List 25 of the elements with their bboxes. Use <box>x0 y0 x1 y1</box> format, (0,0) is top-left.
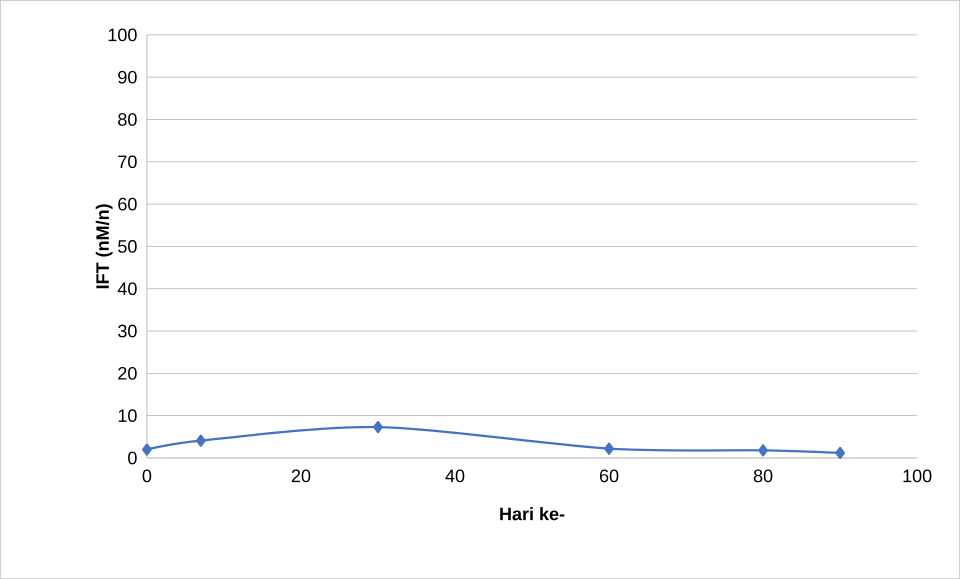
y-tick-label: 40 <box>118 282 137 296</box>
y-tick-label: 70 <box>118 155 137 168</box>
y-tick-label: 0 <box>128 452 137 464</box>
x-tick-label: 80 <box>754 470 772 482</box>
point <box>604 442 614 455</box>
y-tick-label: 80 <box>118 113 137 126</box>
y-tick-label: 100 <box>108 28 137 42</box>
y-tick-label: 50 <box>118 240 137 253</box>
point <box>142 443 152 456</box>
point <box>835 446 845 460</box>
y-tick-label: 10 <box>118 409 137 422</box>
y-tick-label: 30 <box>118 324 137 338</box>
x-tick-label: 40 <box>445 470 464 482</box>
point <box>373 421 383 434</box>
point <box>758 444 768 457</box>
y-tick-label: 20 <box>118 367 137 380</box>
y-tick-label: 60 <box>118 198 137 211</box>
point <box>196 434 206 447</box>
y-axis-title: IFT (nM/n) <box>96 204 113 288</box>
y-tick-label: 90 <box>118 70 137 84</box>
x-tick-label: 0 <box>142 470 152 482</box>
x-axis-title: Hari ke- <box>500 507 564 520</box>
x-tick-label: 100 <box>903 470 932 482</box>
x-tick-label: 20 <box>292 470 310 482</box>
x-tick-label: 60 <box>600 470 618 482</box>
